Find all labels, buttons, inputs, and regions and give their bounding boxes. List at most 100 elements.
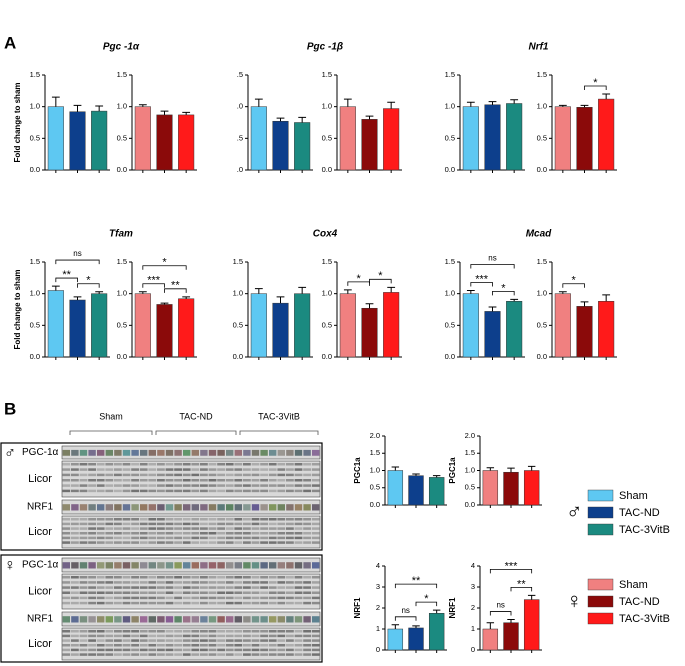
y-tick-label: 1.0 (117, 289, 127, 298)
legend-label: TAC-3VitB (619, 524, 670, 536)
band (183, 449, 191, 456)
band (200, 639, 208, 642)
band (96, 536, 105, 540)
band (208, 576, 217, 579)
error-bar (73, 296, 82, 300)
y-tick-label: 0.5 (370, 483, 380, 492)
band (294, 653, 303, 656)
band (217, 644, 225, 647)
band (251, 616, 260, 623)
band (174, 449, 182, 456)
band (303, 639, 311, 642)
band (294, 541, 303, 544)
y-tick-label: 0.5 (322, 133, 332, 142)
band (208, 532, 217, 535)
error-bar (507, 467, 515, 473)
band (79, 518, 88, 521)
band (294, 630, 303, 633)
band (260, 449, 268, 456)
significance-label: * (572, 275, 577, 287)
error-bar (486, 622, 495, 629)
band (71, 601, 79, 605)
band (165, 562, 174, 569)
band (131, 601, 139, 605)
band (217, 527, 225, 530)
band (165, 541, 174, 544)
band (71, 630, 79, 633)
band (243, 630, 251, 633)
y-tick-label: 1.5 (30, 257, 40, 266)
band (122, 449, 131, 456)
row-label: Licor (28, 526, 52, 538)
band (268, 473, 277, 477)
error-bar (73, 104, 82, 112)
band (225, 591, 234, 594)
band (303, 576, 311, 579)
band (243, 527, 251, 530)
y-tick-label: 0.0 (30, 352, 40, 361)
significance-bracket (415, 601, 438, 607)
significance-bracket (369, 278, 392, 284)
band (286, 541, 294, 544)
band (105, 504, 113, 511)
significance-bracket (470, 282, 493, 287)
band (269, 562, 277, 569)
band (277, 518, 286, 521)
band (268, 576, 277, 579)
band (260, 630, 268, 633)
band (277, 522, 286, 526)
band (311, 648, 320, 652)
band (311, 489, 320, 493)
y-tick-label: 1.5 (445, 70, 455, 79)
band (286, 616, 294, 623)
significance-bracket (164, 288, 187, 293)
bar (178, 114, 195, 171)
band (131, 504, 139, 511)
y-tick-label: 1.0 (322, 102, 332, 111)
row-label: PGC-1α (22, 560, 59, 571)
band (131, 576, 139, 579)
band (88, 634, 96, 638)
band (268, 522, 277, 526)
band (286, 591, 294, 594)
band (165, 532, 174, 535)
band (251, 644, 260, 647)
error-bar (51, 96, 60, 107)
band (217, 616, 225, 623)
band (234, 489, 243, 493)
band (191, 484, 200, 487)
band (105, 648, 114, 652)
band (277, 463, 286, 466)
band (200, 536, 208, 540)
band (260, 653, 268, 656)
band (294, 576, 303, 579)
band (62, 591, 71, 594)
band (96, 576, 105, 579)
band (311, 479, 320, 482)
band (234, 532, 243, 535)
y-tick-label: 1.0 (537, 102, 547, 111)
band (139, 644, 148, 647)
band (311, 653, 320, 656)
band (157, 562, 165, 569)
band (234, 504, 242, 511)
band (303, 596, 311, 600)
error-bar (365, 115, 374, 120)
band (165, 522, 174, 526)
band (182, 634, 191, 638)
band (311, 536, 320, 540)
band (148, 639, 157, 642)
band (260, 527, 268, 530)
band (88, 541, 96, 544)
significance-bracket (394, 583, 438, 589)
band (217, 541, 225, 544)
band (105, 616, 113, 623)
band (225, 601, 234, 605)
band (243, 489, 251, 493)
y-tick-label: 0.5 (117, 133, 127, 142)
significance-label: *** (475, 273, 489, 285)
band (286, 527, 294, 530)
band (277, 541, 286, 544)
legend-label: Sham (619, 579, 648, 591)
band (157, 479, 165, 482)
